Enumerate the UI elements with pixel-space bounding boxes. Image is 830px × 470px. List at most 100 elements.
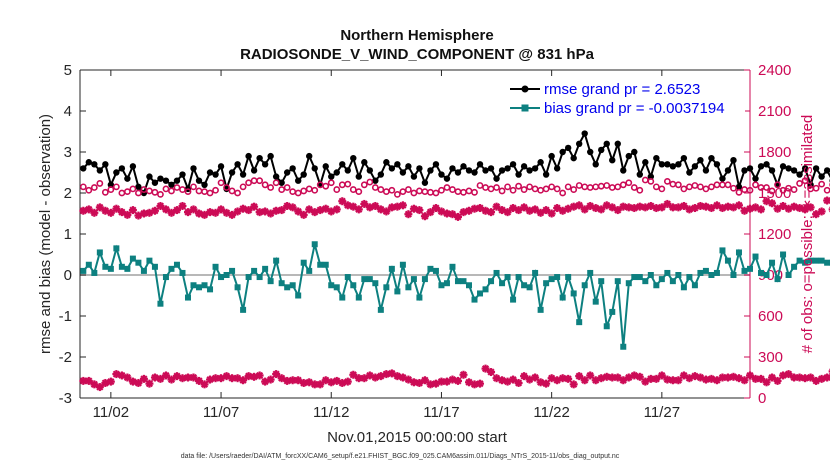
series-1-point <box>135 259 142 266</box>
series-3-point <box>211 208 220 217</box>
series-4-point <box>823 373 830 382</box>
series-1-point <box>702 267 709 274</box>
series-4-point <box>134 378 143 387</box>
series-1-point <box>377 306 384 313</box>
series-0-point <box>664 161 671 168</box>
series-2-point <box>735 188 743 196</box>
series-2-point <box>630 184 638 191</box>
series-0-point <box>796 171 803 178</box>
series-1-point <box>273 257 280 264</box>
series-1-point <box>251 267 258 274</box>
series-1-point <box>465 282 472 289</box>
series-4-point <box>768 373 777 382</box>
series-2-point <box>818 180 826 188</box>
series-3-point <box>415 206 424 215</box>
series-3-point <box>84 205 93 214</box>
series-3-point <box>806 203 815 212</box>
series-0-point <box>190 165 197 172</box>
series-3-point <box>360 199 369 208</box>
series-2-point <box>223 184 230 191</box>
series-3-point <box>492 202 501 211</box>
series-1-point <box>118 263 125 270</box>
series-0-point <box>636 171 644 178</box>
series-3-point <box>294 207 303 216</box>
series-0-point <box>570 154 577 162</box>
series-4-point <box>531 373 540 382</box>
series-0-point <box>201 181 208 188</box>
series-0-point <box>812 165 820 172</box>
series-2-point <box>542 185 550 193</box>
series-1-point <box>218 274 225 281</box>
series-0-point <box>587 148 594 156</box>
legend-rmse-label: rmse grand pr = 2.6523 <box>544 81 700 98</box>
series-1-point <box>245 274 252 281</box>
series-3-point <box>178 201 187 210</box>
series-1-point <box>664 269 671 276</box>
series-2-point <box>663 177 671 185</box>
series-0-point <box>713 161 721 168</box>
x-tick-label: 11/12 <box>313 404 349 421</box>
series-2-point <box>564 183 572 191</box>
series-0-point <box>438 171 445 178</box>
series-4-point <box>580 376 589 385</box>
series-0-point <box>135 183 142 191</box>
series-4-point <box>167 375 176 384</box>
series-1-point <box>151 263 158 270</box>
series-0-point <box>124 175 131 182</box>
series-0-point <box>372 177 379 184</box>
series-1-point <box>328 282 335 289</box>
series-1-point <box>488 278 495 285</box>
series-1-point <box>515 274 522 281</box>
series-2-point <box>526 183 534 191</box>
series-1-point <box>317 261 324 268</box>
series-1-point <box>636 274 643 281</box>
y2-tick-label: 1800 <box>758 144 791 161</box>
y-tick-label: -3 <box>59 390 72 407</box>
series-2-point <box>371 184 379 191</box>
series-1-point <box>813 257 820 264</box>
series-0-point <box>129 163 137 170</box>
series-2-point <box>256 177 264 185</box>
series-0-point <box>377 171 385 178</box>
series-1-point <box>394 288 401 295</box>
series-0-point <box>493 175 500 182</box>
series-1-point <box>625 280 632 287</box>
series-2-point <box>96 180 104 187</box>
series-3-point <box>250 202 259 211</box>
series-0-point <box>91 161 98 168</box>
y2-axis-label: # of obs: o=possible; ∗=assimilated <box>799 115 816 354</box>
series-4-point <box>95 383 104 392</box>
series-0-point <box>768 167 776 174</box>
series-0-point <box>592 161 599 168</box>
series-1-point <box>234 284 241 291</box>
series-3-point <box>597 205 606 214</box>
series-2-point <box>471 188 478 196</box>
series-4-point <box>354 374 363 383</box>
chart-subtitle: RADIOSONDE_V_WIND_COMPONENT @ 831 hPa <box>240 46 595 63</box>
legend-bias-label: bias grand pr = -0.0037194 <box>544 100 725 117</box>
series-1-point <box>229 267 236 274</box>
series-3-point <box>613 206 622 215</box>
series-0-point <box>818 173 825 180</box>
series-1-point <box>212 263 219 270</box>
series-1-point <box>267 278 274 285</box>
legend-rmse-marker <box>521 85 529 93</box>
series-1-point <box>691 282 698 289</box>
series-1-point <box>642 278 649 285</box>
series-3-point <box>768 199 777 208</box>
series-2-point <box>333 186 341 193</box>
x-tick-label: 11/17 <box>423 404 459 421</box>
series-1-point <box>157 300 164 307</box>
series-4-point <box>239 376 248 385</box>
y-tick-label: 3 <box>64 144 72 161</box>
series-0-point <box>294 177 302 184</box>
series-0-point <box>449 165 456 172</box>
series-0-point <box>465 167 473 174</box>
series-4-point <box>272 370 281 379</box>
y-tick-label: 1 <box>64 226 72 243</box>
series-1-point <box>184 294 191 301</box>
series-4-point <box>84 376 93 385</box>
series-1-point <box>543 280 550 287</box>
series-4-point <box>409 378 418 387</box>
